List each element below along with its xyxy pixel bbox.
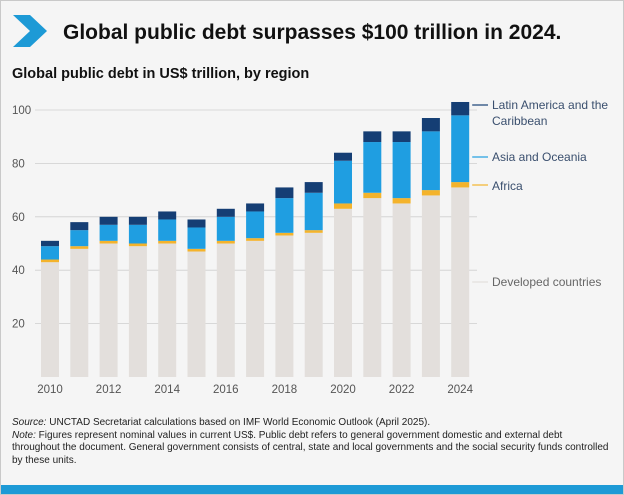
legend-label-africa: Africa [492, 179, 523, 193]
x-tick-label-2022: 2022 [389, 384, 415, 396]
bar-2012-latam [99, 216, 118, 225]
bar-2015-developed [187, 251, 206, 377]
bar-2018-africa [275, 232, 294, 236]
bar-2017-developed [246, 240, 265, 377]
bar-2021-latam [363, 131, 382, 143]
bar-2016-developed [216, 243, 235, 377]
bar-2015-latam [187, 219, 206, 228]
bar-2024-developed [451, 187, 470, 377]
source-note: Source: UNCTAD Secretariat calculations … [12, 417, 612, 430]
headline: Global public debt surpasses $100 trilli… [63, 21, 562, 44]
x-tick-label-2012: 2012 [96, 384, 122, 396]
y-tick-label-60: 60 [12, 212, 25, 224]
note-text: Figures represent nominal values in curr… [12, 429, 609, 466]
bar-2010-latam [41, 240, 59, 247]
bar-2021-asia [363, 142, 382, 193]
x-tick-label-2014: 2014 [154, 384, 180, 396]
bar-2020-asia [334, 160, 352, 204]
bar-2021-africa [363, 192, 382, 199]
bar-2017-latam [246, 203, 265, 212]
bar-2011-asia [70, 230, 89, 247]
bar-2019-africa [304, 230, 323, 233]
bar-2022-asia [392, 142, 411, 199]
bar-2016-asia [216, 216, 235, 241]
bar-2013-asia [128, 224, 147, 244]
bar-2012-asia [99, 224, 118, 241]
x-tick-label-2020: 2020 [330, 384, 356, 396]
bar-2020-africa [334, 203, 352, 209]
bar-2013-latam [128, 216, 147, 225]
bar-2020-developed [334, 208, 352, 377]
bar-2018-latam [275, 187, 294, 199]
bar-2010-asia [41, 246, 59, 260]
bar-2015-africa [187, 248, 206, 252]
bar-2022-latam [392, 131, 411, 143]
bar-2010-developed [41, 262, 59, 377]
y-tick-label-40: 40 [12, 265, 25, 277]
footnote: Source: UNCTAD Secretariat calculations … [12, 417, 612, 467]
bar-2014-africa [158, 240, 177, 244]
x-tick-label-2024: 2024 [447, 384, 473, 396]
bar-2019-developed [304, 232, 323, 377]
bar-2010-africa [41, 259, 59, 263]
bar-2018-developed [275, 235, 294, 377]
stacked-bar-chart: 20 40 60 80 100 2010 2012 2014 2016 2018 2020 2022 2… [12, 98, 608, 396]
chevron-right-icon [13, 15, 47, 47]
legend-label-latam: Latin America and the Caribbean [492, 98, 608, 128]
source-label: Source: [12, 417, 47, 428]
bar-2023-asia [421, 131, 440, 191]
bar-2017-africa [246, 238, 265, 241]
x-tick-label-2010: 2010 [37, 384, 63, 396]
bar-2016-latam [216, 208, 235, 217]
bar-2020-latam [334, 152, 352, 161]
bar-2017-asia [246, 211, 265, 239]
source-text: UNCTAD Secretariat calculations based on… [46, 417, 431, 428]
bar-2011-africa [70, 246, 89, 249]
bar-2018-asia [275, 198, 294, 233]
bar-2023-latam [421, 118, 440, 132]
y-tick-label-100: 100 [12, 105, 31, 117]
bar-2024-africa [451, 182, 470, 188]
bar-2011-developed [70, 248, 89, 377]
x-tick-label-2016: 2016 [213, 384, 239, 396]
bar-2014-latam [158, 211, 177, 220]
bar-2012-developed [99, 243, 118, 377]
bottom-accent-bar [1, 485, 623, 494]
bar-2015-asia [187, 227, 206, 249]
note-label: Note: [12, 429, 36, 441]
bar-2011-latam [70, 222, 89, 231]
chart-title: Global public debt in US$ trillion, by r… [12, 66, 310, 82]
bar-2023-developed [421, 195, 440, 377]
y-tick-label-20: 20 [12, 319, 25, 331]
bar-2024-asia [451, 115, 470, 183]
definition-note: Note: Figures represent nominal values i… [12, 430, 612, 468]
bar-2024-latam [451, 101, 470, 116]
bar-2016-africa [216, 240, 235, 244]
y-tick-label-80: 80 [12, 158, 25, 170]
x-tick-label-2018: 2018 [272, 384, 298, 396]
bar-2023-africa [421, 190, 440, 196]
bar-2019-asia [304, 192, 323, 231]
bar-2013-africa [128, 243, 147, 247]
bar-2019-latam [304, 182, 323, 193]
bar-2014-asia [158, 219, 177, 241]
bar-2013-developed [128, 246, 147, 377]
bar-2012-africa [99, 240, 118, 244]
bar-2014-developed [158, 243, 177, 377]
legend-label-asia: Asia and Oceania [492, 150, 587, 164]
legend-label-developed: Developed countries [492, 275, 601, 289]
bar-2022-developed [392, 203, 411, 377]
bar-2022-africa [392, 198, 411, 204]
bar-2021-developed [363, 198, 382, 377]
